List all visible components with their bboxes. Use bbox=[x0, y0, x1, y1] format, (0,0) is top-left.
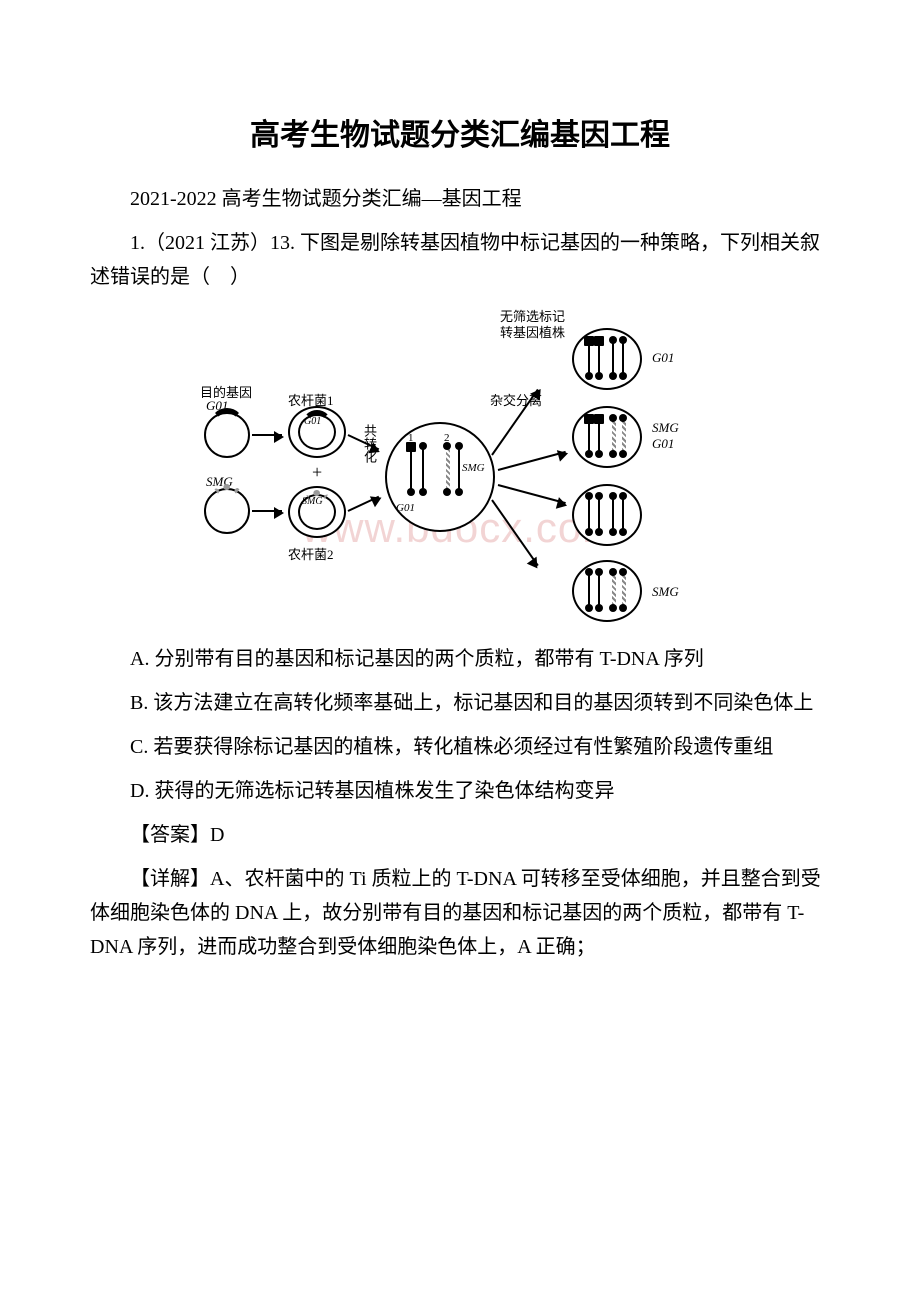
cell-smg: SMG bbox=[462, 462, 485, 474]
option-b: B. 该方法建立在高转化频率基础上，标记基因和目的基因须转到不同染色体上 bbox=[90, 686, 830, 720]
oc2-c2 bbox=[598, 416, 600, 456]
label-cross: 杂交分离 bbox=[490, 390, 542, 409]
chrom-1a bbox=[410, 444, 412, 494]
option-d: D. 获得的无筛选标记转基因植株发生了染色体结构变异 bbox=[90, 774, 830, 808]
big-cell bbox=[385, 422, 495, 532]
question-stem: 1.（2021 江苏）13. 下图是剔除转基因植物中标记基因的一种策略，下列相关… bbox=[90, 226, 830, 294]
oc4-c3 bbox=[612, 570, 616, 610]
label-cotransform: 共转化 bbox=[360, 424, 379, 463]
arrow-4 bbox=[348, 496, 380, 512]
page-title: 高考生物试题分类汇编基因工程 bbox=[90, 110, 830, 154]
oc1-c4 bbox=[622, 338, 624, 378]
oc2-c3 bbox=[612, 416, 616, 456]
oc3-c2 bbox=[598, 494, 600, 534]
cell-g01: G01 bbox=[396, 502, 415, 514]
arrow-1 bbox=[252, 434, 282, 436]
agro2-smg: SMG bbox=[302, 496, 323, 507]
diagram-container: www.bdocx.com 目的基因 G01 SMG 农杆菌1 农杆菌2 G01… bbox=[90, 304, 830, 624]
oc3-c3 bbox=[612, 494, 614, 534]
out2-label1: SMG bbox=[652, 420, 679, 436]
subtitle: 2021-2022 高考生物试题分类汇编—基因工程 bbox=[90, 182, 830, 216]
arc-g01 bbox=[210, 408, 244, 442]
out-cell-2 bbox=[572, 406, 642, 468]
diagram: www.bdocx.com 目的基因 G01 SMG 农杆菌1 农杆菌2 G01… bbox=[200, 304, 720, 624]
oc4-c1 bbox=[588, 570, 590, 610]
arrow-out3 bbox=[498, 484, 566, 504]
chrom-2a bbox=[446, 444, 450, 494]
chrom-1b bbox=[422, 444, 424, 494]
out2-label2: G01 bbox=[652, 436, 674, 452]
option-a: A. 分别带有目的基因和标记基因的两个质粒，都带有 T-DNA 序列 bbox=[90, 642, 830, 676]
label-agro2: 农杆菌2 bbox=[288, 544, 334, 563]
oc4-c2 bbox=[598, 570, 600, 610]
out1-label: G01 bbox=[652, 350, 674, 366]
oc3-c1 bbox=[588, 494, 590, 534]
oc1-c3 bbox=[612, 338, 614, 378]
oc4-c4 bbox=[622, 570, 626, 610]
agro1-g01: G01 bbox=[304, 416, 321, 427]
oc3-c4 bbox=[622, 494, 624, 534]
option-c: C. 若要获得除标记基因的植株，转化植株必须经过有性繁殖阶段遗传重组 bbox=[90, 730, 830, 764]
explanation: 【详解】A、农杆菌中的 Ti 质粒上的 T-DNA 可转移至受体细胞，并且整合到… bbox=[90, 862, 830, 964]
chrom-2b bbox=[458, 444, 460, 494]
oc2-c1 bbox=[588, 416, 590, 456]
arrow-out4 bbox=[491, 499, 539, 566]
arrow-out2 bbox=[498, 451, 566, 471]
out-cell-3 bbox=[572, 484, 642, 546]
label-agro1: 农杆菌1 bbox=[288, 390, 334, 409]
oc2-c4 bbox=[622, 416, 626, 456]
out4-label: SMG bbox=[652, 584, 679, 600]
answer: 【答案】D bbox=[90, 818, 830, 852]
label-nomarker2: 转基因植株 bbox=[500, 322, 565, 341]
oc1-c1 bbox=[588, 338, 590, 378]
oc1-c2 bbox=[598, 338, 600, 378]
arc-smg bbox=[210, 484, 244, 518]
plus-sign: + bbox=[312, 462, 322, 483]
arrow-2 bbox=[252, 510, 282, 512]
out-cell-1 bbox=[572, 328, 642, 390]
out-cell-4 bbox=[572, 560, 642, 622]
